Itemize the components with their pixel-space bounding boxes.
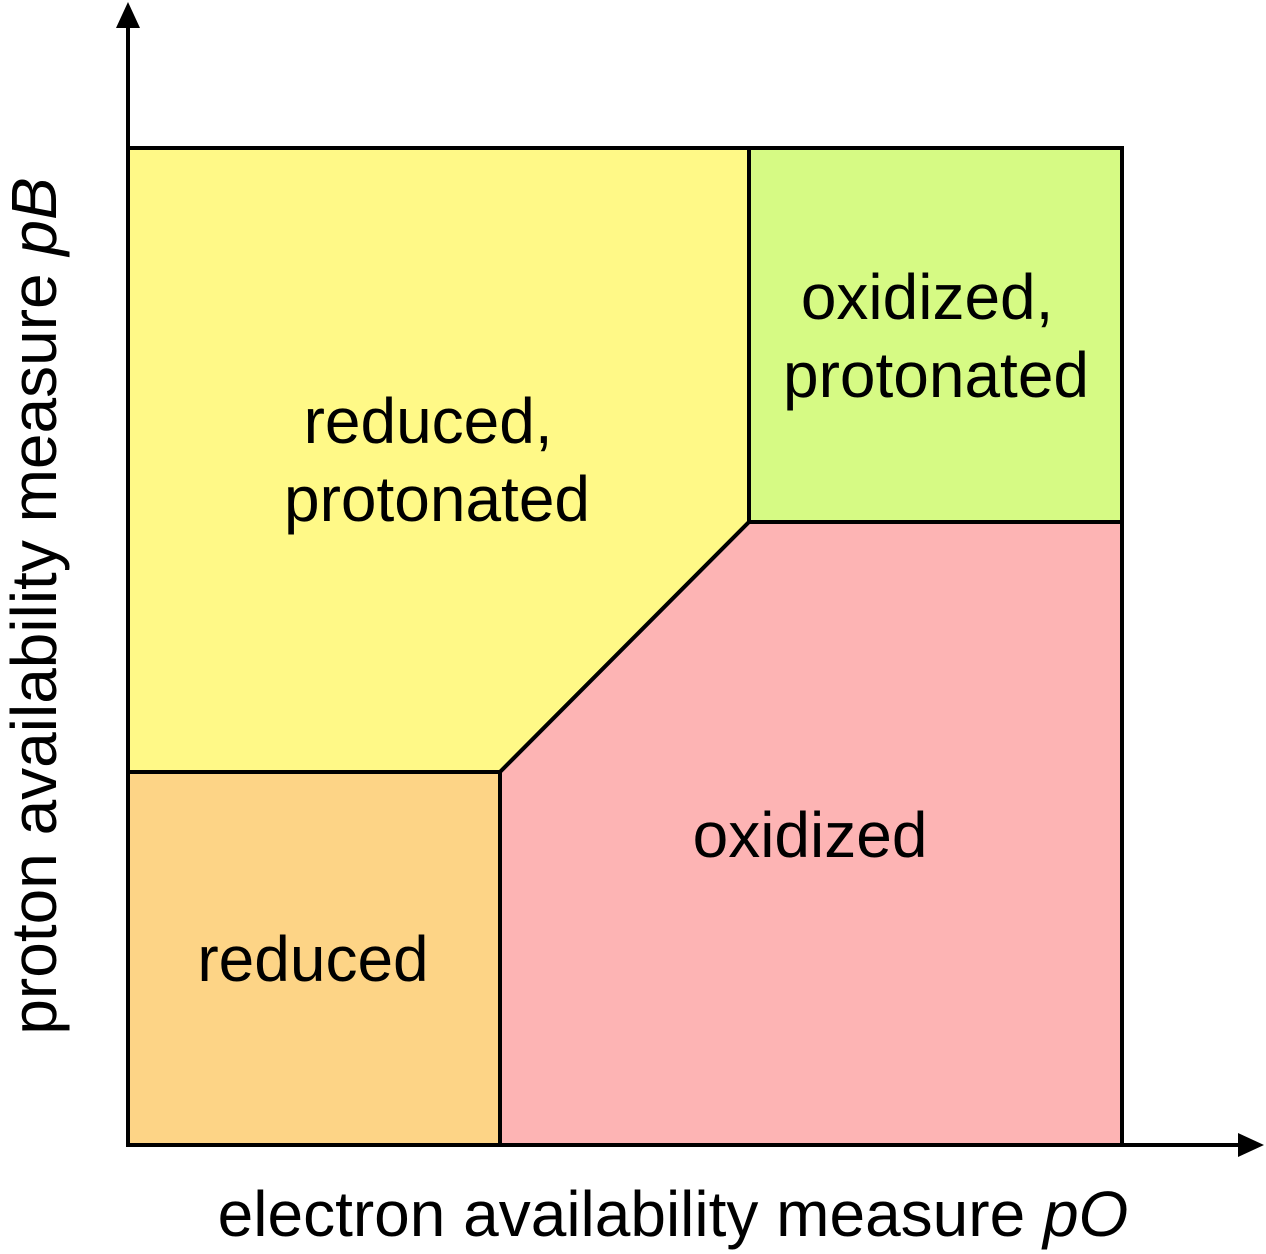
x-axis-title-text: electron availability measure [218,1178,1043,1250]
label-reduced-protonated-line2: protonated [284,463,590,535]
label-reduced-protonated-line1: reduced, [304,385,553,457]
y-axis-arrowhead [116,2,140,28]
region-oxidized-protonated [747,146,1124,524]
label-oxidized-protonated-line1: oxidized, [801,261,1054,333]
x-axis-title: electron availability measure pO [218,1178,1129,1250]
x-axis-title-variable: pO [1041,1178,1128,1250]
label-reduced: reduced [197,923,428,995]
label-oxidized-protonated-line2: protonated [783,339,1089,411]
region-oxidized [498,520,1124,1147]
label-oxidized: oxidized [693,799,928,871]
y-axis-title: proton availability measure pB [0,177,70,1034]
y-axis-title-text: proton availability measure [0,256,70,1035]
label-oxidized-protonated: oxidized, protonated [783,261,1089,411]
x-axis-arrowhead [1238,1133,1264,1157]
y-axis-title-variable: pB [0,177,70,257]
label-reduced-protonated: reduced, protonated [284,385,590,535]
